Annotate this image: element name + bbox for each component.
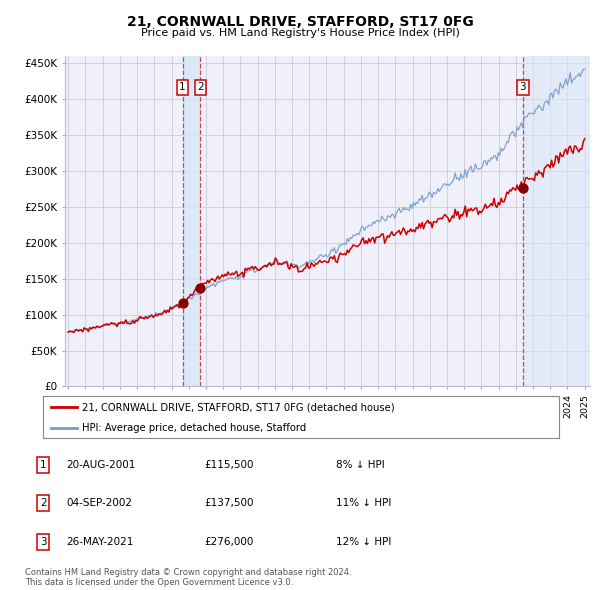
- Text: 11% ↓ HPI: 11% ↓ HPI: [336, 499, 391, 509]
- Text: 21, CORNWALL DRIVE, STAFFORD, ST17 0FG: 21, CORNWALL DRIVE, STAFFORD, ST17 0FG: [127, 15, 473, 30]
- Text: 3: 3: [40, 537, 47, 547]
- Text: £115,500: £115,500: [204, 460, 254, 470]
- Text: Price paid vs. HM Land Registry's House Price Index (HPI): Price paid vs. HM Land Registry's House …: [140, 28, 460, 38]
- Bar: [182, 56, 200, 386]
- Text: 26-MAY-2021: 26-MAY-2021: [66, 537, 133, 547]
- Text: 21, CORNWALL DRIVE, STAFFORD, ST17 0FG (detached house): 21, CORNWALL DRIVE, STAFFORD, ST17 0FG (…: [82, 402, 395, 412]
- Point: [196, 283, 205, 293]
- Bar: [523, 56, 600, 386]
- Point: [178, 299, 187, 308]
- Text: 1: 1: [179, 83, 186, 93]
- Text: 1: 1: [40, 460, 47, 470]
- Text: £276,000: £276,000: [204, 537, 253, 547]
- Text: £137,500: £137,500: [204, 499, 254, 509]
- Text: HPI: Average price, detached house, Stafford: HPI: Average price, detached house, Staf…: [82, 423, 306, 433]
- Point: [518, 183, 527, 193]
- Text: 3: 3: [520, 83, 526, 93]
- Text: 2: 2: [197, 83, 204, 93]
- Text: 04-SEP-2002: 04-SEP-2002: [66, 499, 132, 509]
- Text: 12% ↓ HPI: 12% ↓ HPI: [336, 537, 391, 547]
- Text: 2: 2: [40, 499, 47, 509]
- Text: Contains HM Land Registry data © Crown copyright and database right 2024.
This d: Contains HM Land Registry data © Crown c…: [25, 568, 352, 587]
- Text: 8% ↓ HPI: 8% ↓ HPI: [336, 460, 385, 470]
- Text: 20-AUG-2001: 20-AUG-2001: [66, 460, 136, 470]
